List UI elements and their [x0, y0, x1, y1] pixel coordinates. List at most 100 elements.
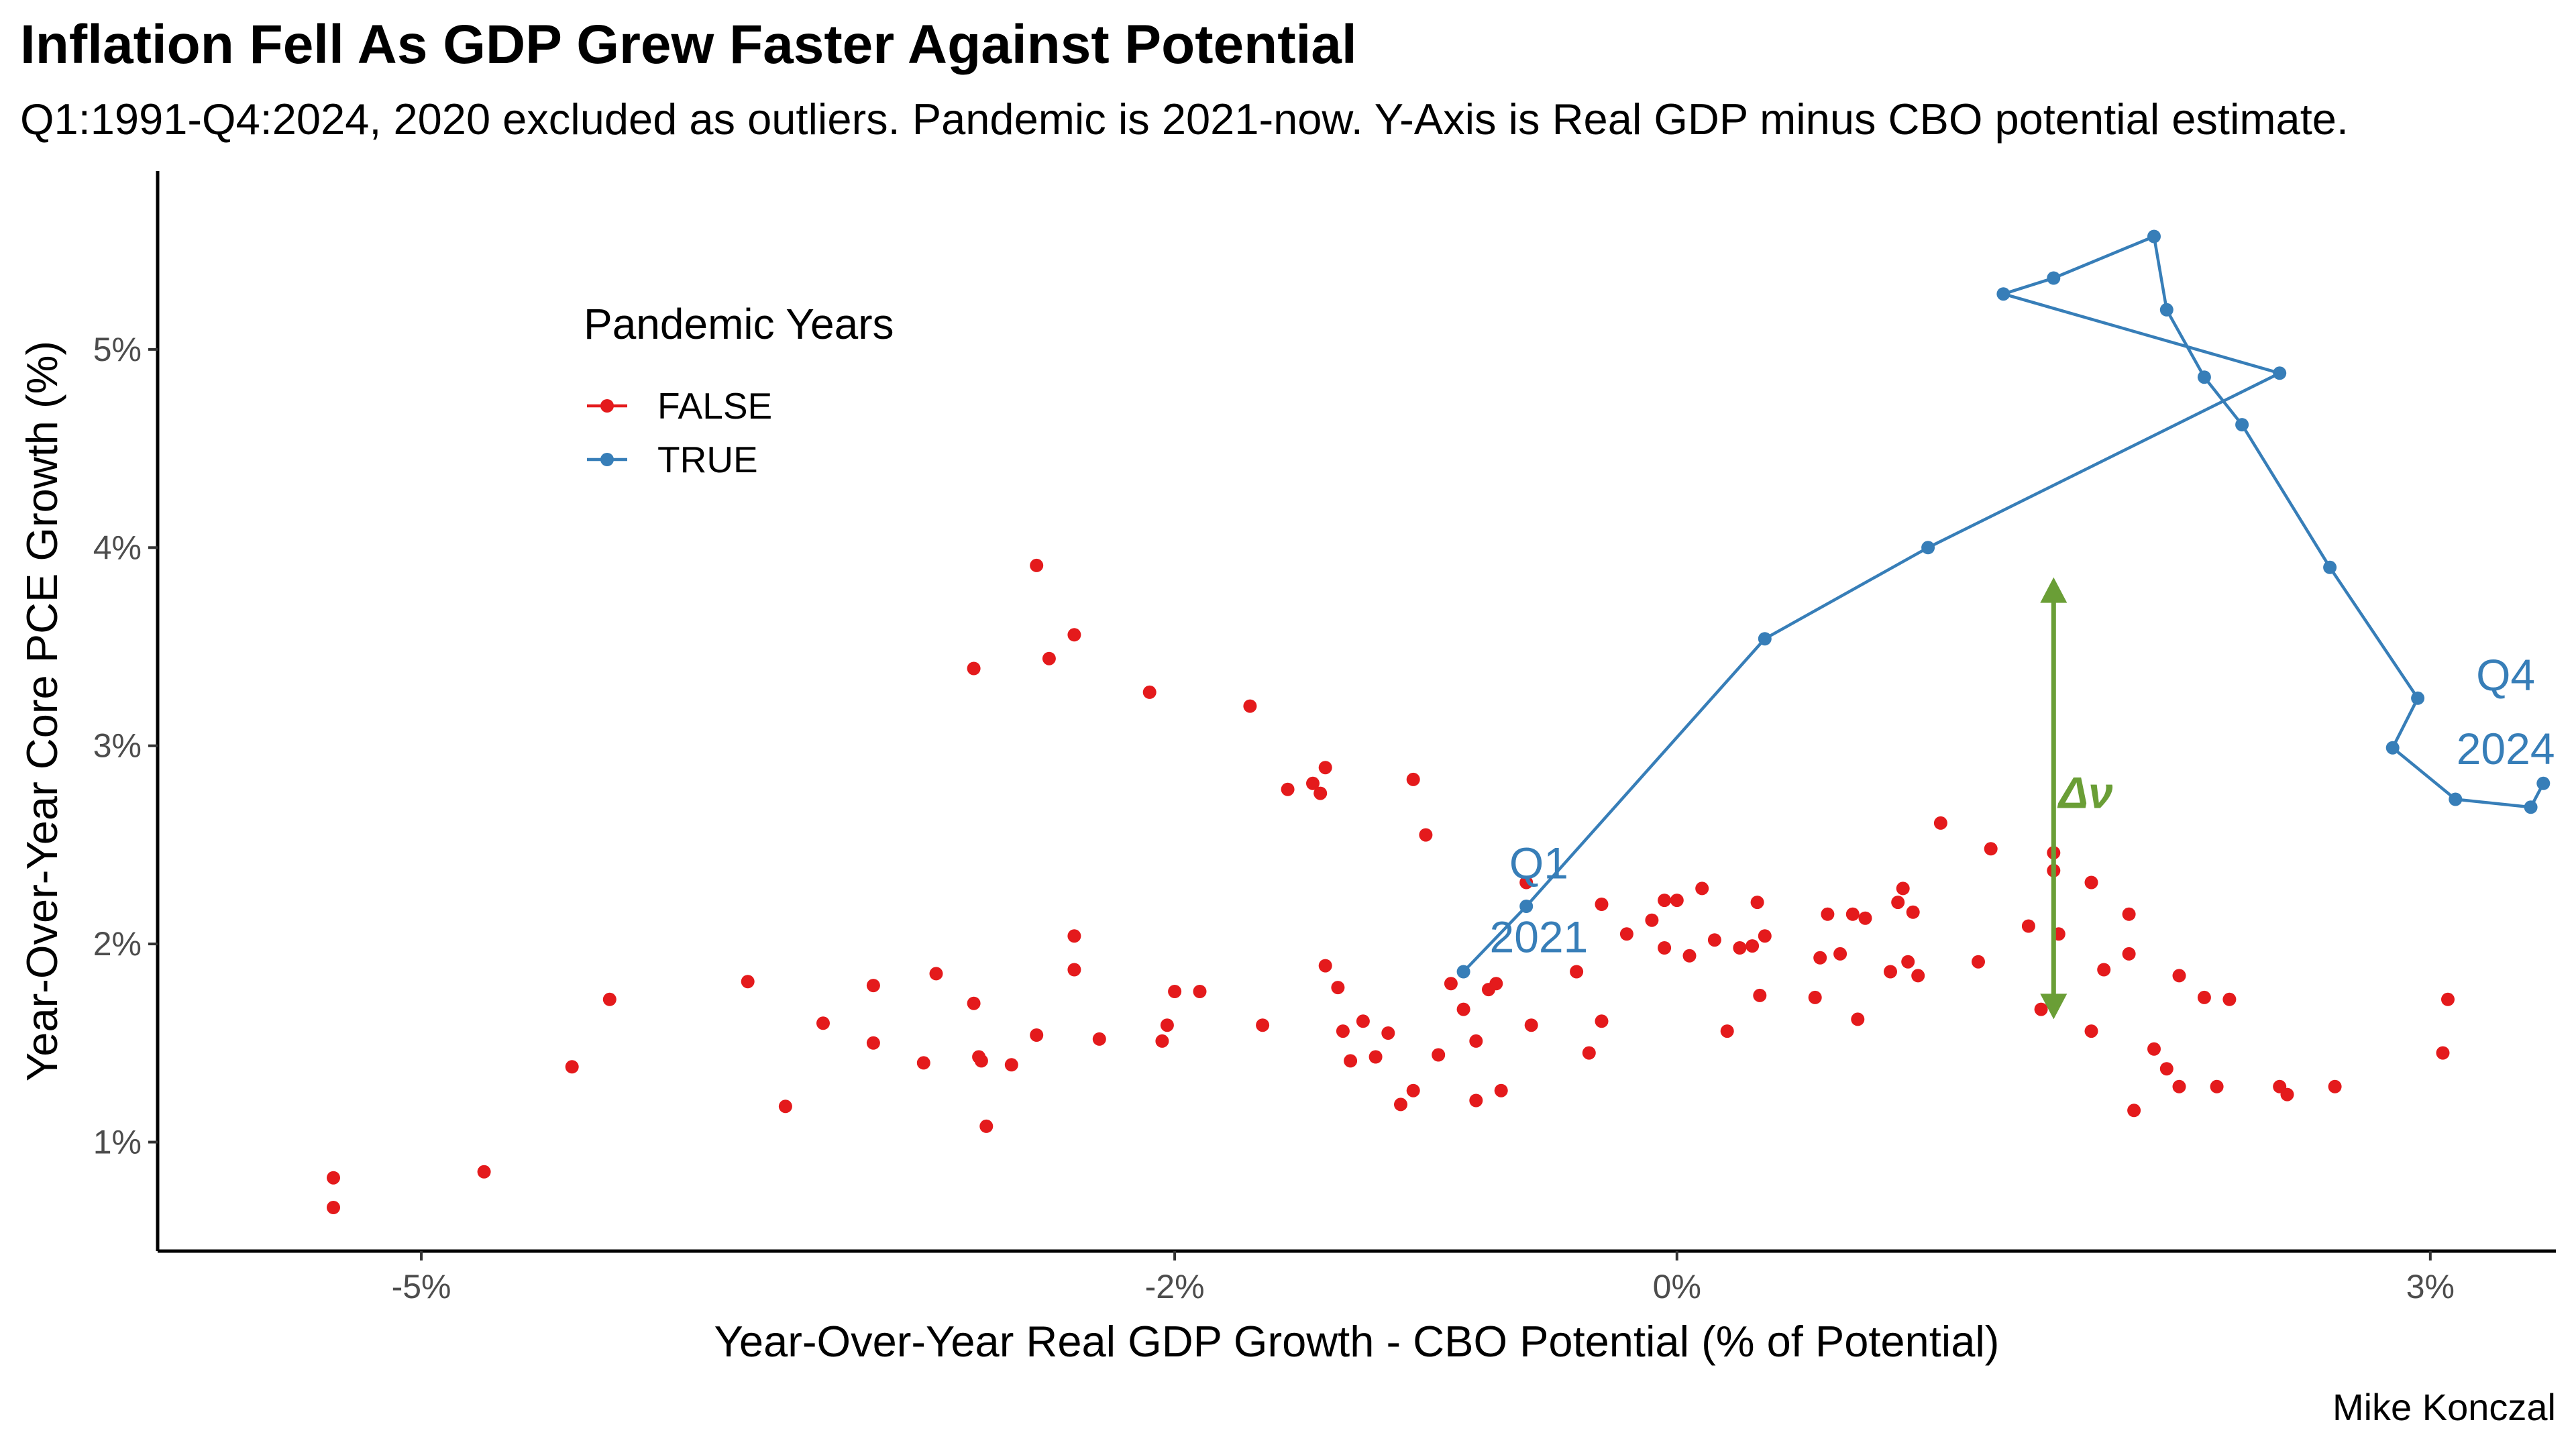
data-point-false — [1972, 955, 1985, 969]
data-point-false — [916, 1056, 930, 1070]
data-point-false — [1808, 990, 1822, 1004]
data-point-false — [2084, 875, 2098, 890]
data-point-false — [1753, 988, 1767, 1002]
data-point-false — [1658, 941, 1672, 955]
data-point-false — [1313, 786, 1328, 800]
data-point-false — [1004, 1058, 1018, 1072]
y-tick-label: 4% — [93, 529, 142, 566]
annotation-label: Q4 — [2476, 650, 2535, 700]
data-point-false — [1067, 929, 1081, 943]
data-point-false — [866, 1036, 880, 1050]
chart-caption: Mike Konczal — [2332, 1386, 2556, 1428]
data-point-false — [1030, 1028, 1044, 1042]
data-point-false — [1155, 1034, 1169, 1048]
data-point-false — [1720, 1024, 1734, 1038]
data-point-false — [1092, 1032, 1106, 1046]
data-point-false — [1707, 933, 1721, 947]
data-point-true — [2159, 303, 2174, 317]
data-point-true — [2411, 691, 2425, 705]
y-tick-label: 2% — [93, 925, 142, 963]
data-point-false — [2222, 992, 2237, 1006]
data-point-false — [1845, 907, 1860, 921]
data-point-false — [1524, 1018, 1538, 1032]
legend-title: Pandemic Years — [584, 300, 894, 348]
data-point-false — [1896, 881, 1910, 896]
data-point-false — [1489, 977, 1503, 991]
data-point-false — [866, 979, 880, 993]
data-point-false — [929, 967, 943, 981]
data-point-false — [1695, 881, 1709, 896]
data-point-false — [967, 661, 981, 676]
data-point-false — [1067, 963, 1081, 977]
data-point-true — [1519, 900, 1534, 913]
data-point-false — [1406, 1083, 1420, 1097]
data-point-false — [2172, 969, 2186, 983]
data-point-false — [1256, 1018, 1270, 1032]
data-point-false — [1419, 828, 1433, 842]
data-point-false — [1318, 761, 1332, 775]
data-point-false — [477, 1165, 491, 1179]
data-point-false — [2328, 1079, 2342, 1093]
data-point-false — [1394, 1097, 1407, 1112]
series-line-true — [1462, 235, 2545, 973]
data-point-false — [1494, 1083, 1508, 1097]
data-point-false — [327, 1171, 340, 1185]
data-point-true — [1921, 541, 1935, 555]
annotation-label: Q1 — [1509, 839, 1568, 888]
data-point-true — [2147, 229, 2161, 244]
y-tick-label: 5% — [93, 331, 142, 368]
data-point-false — [1432, 1048, 1446, 1062]
data-point-false — [1933, 816, 1947, 830]
y-axis-title: Year-Over-Year Core PCE Growth (%) — [17, 341, 66, 1081]
data-point-false — [2034, 1002, 2048, 1016]
legend-label: FALSE — [657, 385, 772, 427]
data-point-false — [2159, 1062, 2174, 1076]
data-point-false — [1469, 1093, 1483, 1108]
data-point-false — [1193, 985, 1207, 998]
data-point-false — [1336, 1024, 1350, 1038]
data-point-false — [1381, 1026, 1395, 1040]
data-point-false — [1582, 1046, 1596, 1060]
x-tick-label: 3% — [2406, 1268, 2455, 1305]
y-tick-label: 1% — [93, 1124, 142, 1161]
data-point-false — [1243, 699, 1257, 713]
data-point-true — [2536, 776, 2551, 790]
annotation-label: 2021 — [1489, 912, 1588, 962]
data-point-false — [2441, 992, 2455, 1006]
data-point-false — [967, 996, 981, 1010]
data-point-false — [1833, 947, 1847, 961]
data-point-false — [2127, 1104, 2141, 1118]
data-point-false — [327, 1201, 340, 1214]
data-point-false — [1331, 981, 1345, 995]
data-point-false — [1733, 941, 1747, 955]
delta-arrow-head-up — [2040, 577, 2068, 603]
data-point-false — [1306, 776, 1320, 790]
annotation-label: 2024 — [2457, 724, 2555, 773]
data-point-false — [2280, 1087, 2294, 1102]
data-point-true — [2197, 370, 2211, 384]
data-point-false — [1884, 965, 1897, 979]
data-point-true — [2047, 271, 2061, 285]
x-axis-title: Year-Over-Year Real GDP Growth - CBO Pot… — [714, 1317, 2000, 1366]
x-tick-label: -2% — [1145, 1268, 1205, 1305]
delta-arrow-head-down — [2040, 994, 2068, 1020]
data-point-false — [2172, 1079, 2186, 1093]
data-point-false — [1281, 782, 1295, 796]
data-point-false — [1901, 955, 1915, 969]
data-point-true — [2524, 800, 2538, 814]
data-point-false — [1160, 1018, 1174, 1032]
data-point-true — [2235, 418, 2249, 432]
data-point-false — [1142, 685, 1157, 699]
data-point-false — [1658, 894, 1672, 908]
chart-title: Inflation Fell As GDP Grew Faster Agains… — [20, 14, 1357, 75]
data-point-true — [1758, 632, 1772, 646]
data-point-false — [1645, 913, 1659, 927]
data-point-false — [1356, 1014, 1370, 1028]
data-point-false — [1519, 875, 1534, 890]
data-point-false — [778, 1099, 792, 1114]
data-point-true — [2323, 560, 2337, 574]
data-point-false — [1469, 1034, 1483, 1048]
legend-label: TRUE — [657, 439, 758, 480]
data-point-false — [1406, 772, 1420, 786]
